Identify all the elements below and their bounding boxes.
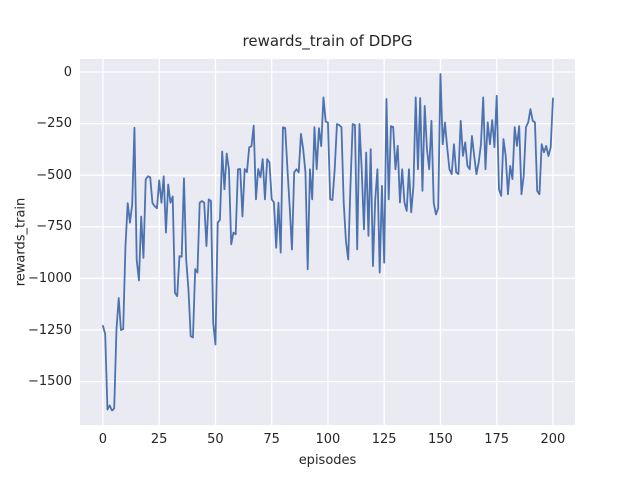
x-tick-label: 200 — [540, 432, 566, 447]
chart-title: rewards_train of DDPG — [242, 32, 413, 50]
x-tick-label: 50 — [207, 432, 224, 447]
x-tick-label: 25 — [150, 432, 168, 447]
x-tick-label: 75 — [263, 432, 280, 447]
y-tick-label: −1000 — [28, 270, 72, 286]
reward-line — [102, 73, 554, 412]
x-tick-label: 175 — [484, 432, 510, 447]
x-tick-label: 0 — [98, 432, 108, 447]
y-tick-label: −250 — [36, 116, 72, 132]
y-tick-label: −500 — [36, 167, 72, 183]
y-tick-label: −1250 — [28, 322, 72, 338]
x-tick-label: 150 — [428, 432, 453, 447]
y-tick-label: −1500 — [28, 374, 72, 390]
x-tick-label: 100 — [315, 432, 341, 447]
x-axis-label: episodes — [298, 453, 357, 468]
y-tick-label: 0 — [63, 64, 72, 80]
x-tick-label: 125 — [371, 432, 397, 447]
y-tick-label: −750 — [36, 219, 72, 235]
